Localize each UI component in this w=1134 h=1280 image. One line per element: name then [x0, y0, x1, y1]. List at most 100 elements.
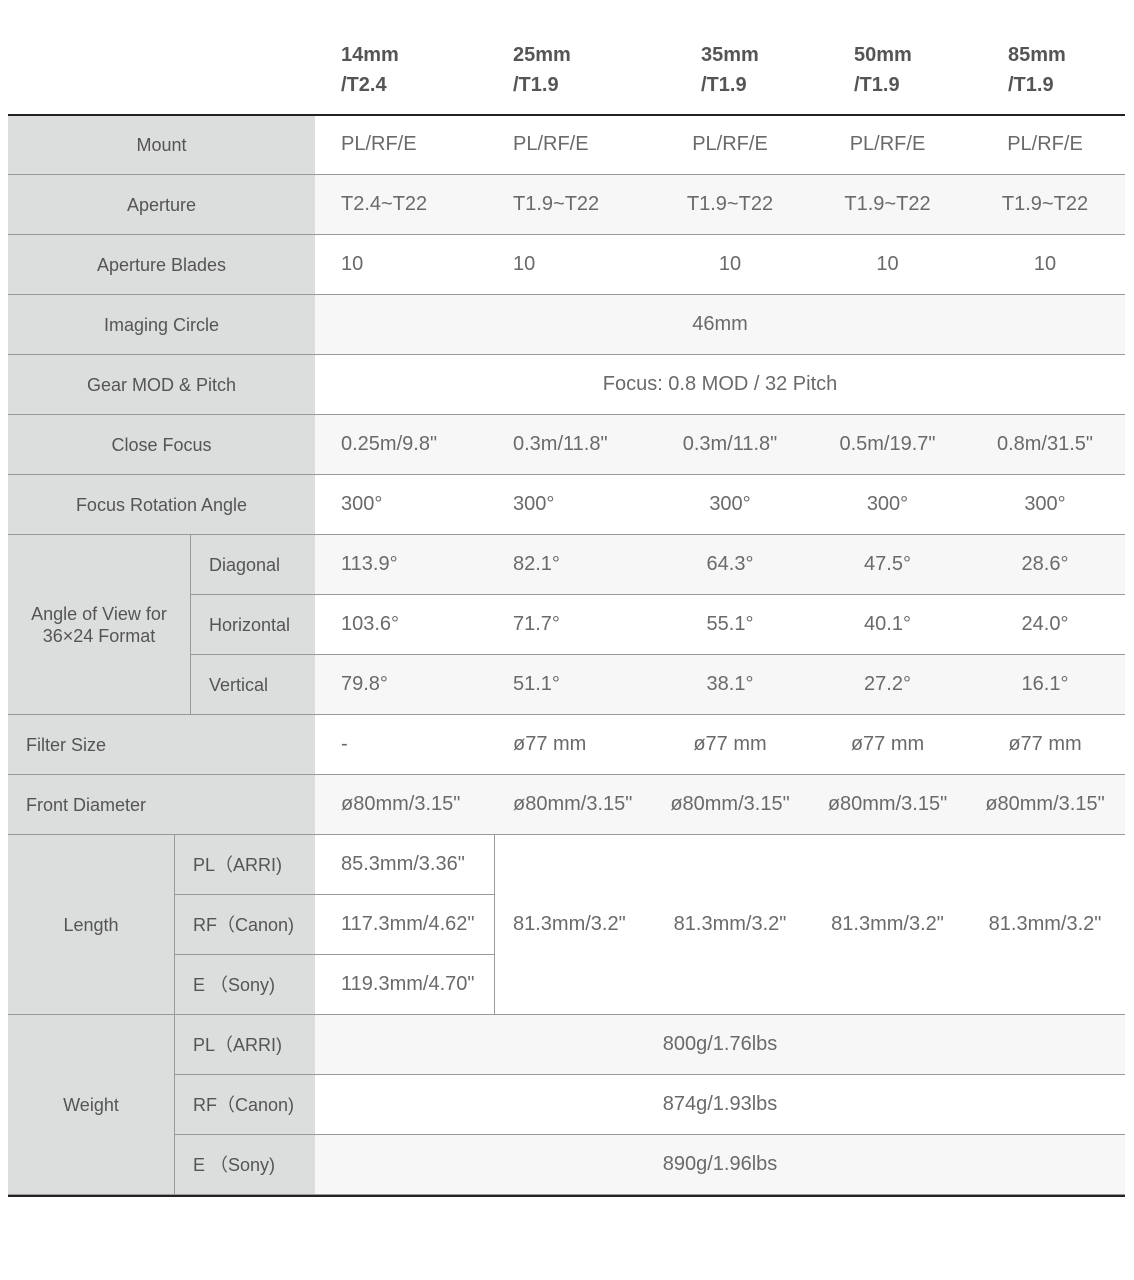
spec-value: 800g/1.76lbs — [315, 1015, 1125, 1075]
spec-value: T1.9~T22 — [650, 175, 810, 235]
row-label-weight: Weight — [8, 1015, 175, 1195]
spec-value: 300° — [810, 475, 965, 535]
column-header: 50mm/T1.9 — [854, 40, 912, 100]
spec-value: 81.3mm/3.2" — [495, 835, 650, 1015]
t-stop: /T1.9 — [701, 74, 747, 96]
sub-label: PL（ARRI) — [175, 835, 315, 895]
spec-value: 300° — [315, 475, 495, 535]
spec-value: 81.3mm/3.2" — [650, 835, 810, 1015]
spec-value: PL/RF/E — [965, 115, 1125, 175]
focal-length: 35mm — [701, 44, 759, 66]
focal-length: 50mm — [854, 44, 912, 66]
spec-value: T1.9~T22 — [810, 175, 965, 235]
spec-value: T1.9~T22 — [965, 175, 1125, 235]
spec-value: 0.8m/31.5" — [965, 415, 1125, 475]
row-label-angle-of-view: Angle of View for 36×24 Format — [8, 535, 191, 715]
spec-value: 47.5° — [810, 535, 965, 595]
spec-value: 55.1° — [650, 595, 810, 655]
focal-length: 85mm — [1008, 44, 1066, 66]
spec-value: 300° — [965, 475, 1125, 535]
t-stop: /T1.9 — [513, 74, 559, 96]
t-stop: /T1.9 — [854, 74, 900, 96]
row-label-rotation: Focus Rotation Angle — [8, 475, 315, 535]
column-header: 14mm/T2.4 — [341, 40, 399, 100]
spec-value: 0.5m/19.7" — [810, 415, 965, 475]
spec-value: 10 — [965, 235, 1125, 295]
spec-value: 16.1° — [965, 655, 1125, 715]
spec-value: T1.9~T22 — [495, 175, 650, 235]
spec-value: 79.8° — [315, 655, 495, 715]
spec-value: 24.0° — [965, 595, 1125, 655]
spec-value: 103.6° — [315, 595, 495, 655]
sub-label: E （Sony) — [175, 1135, 315, 1195]
spec-value: ø77 mm — [965, 715, 1125, 775]
row-label-close_focus: Close Focus — [8, 415, 315, 475]
row-label-aperture: Aperture — [8, 175, 315, 235]
spec-value: PL/RF/E — [495, 115, 650, 175]
spec-value: 890g/1.96lbs — [315, 1135, 1125, 1195]
spec-value: ø77 mm — [650, 715, 810, 775]
spec-value: 10 — [495, 235, 650, 295]
spec-value: 40.1° — [810, 595, 965, 655]
spec-value: 119.3mm/4.70" — [315, 955, 495, 1015]
sub-label: RF（Canon) — [175, 895, 315, 955]
spec-value: 0.3m/11.8" — [495, 415, 650, 475]
column-header: 85mm/T1.9 — [1008, 40, 1066, 100]
spec-value: - — [315, 715, 495, 775]
spec-value: 82.1° — [495, 535, 650, 595]
row-label-mount: Mount — [8, 115, 315, 175]
row-label-length: Length — [8, 835, 175, 1015]
spec-value: 38.1° — [650, 655, 810, 715]
spec-value: 874g/1.93lbs — [315, 1075, 1125, 1135]
spec-value: PL/RF/E — [810, 115, 965, 175]
spec-value: ø80mm/3.15" — [810, 775, 965, 835]
spec-value: ø77 mm — [810, 715, 965, 775]
row-label-imaging_circle: Imaging Circle — [8, 295, 315, 355]
focal-length: 25mm — [513, 44, 571, 66]
spec-value: 28.6° — [965, 535, 1125, 595]
spec-value: 0.25m/9.8" — [315, 415, 495, 475]
sub-label: Vertical — [191, 655, 315, 715]
row-label-front: Front Diameter — [8, 775, 315, 835]
sub-label: E （Sony) — [175, 955, 315, 1015]
column-header: 35mm/T1.9 — [701, 40, 759, 100]
spec-value: T2.4~T22 — [315, 175, 495, 235]
spec-value: 71.7° — [495, 595, 650, 655]
spec-value: PL/RF/E — [650, 115, 810, 175]
t-stop: /T1.9 — [1008, 74, 1054, 96]
sub-label: Horizontal — [191, 595, 315, 655]
spec-value: 64.3° — [650, 535, 810, 595]
divider — [8, 114, 1125, 116]
spec-value: 10 — [650, 235, 810, 295]
spec-value: ø80mm/3.15" — [495, 775, 650, 835]
spec-value: 113.9° — [315, 535, 495, 595]
row-label-filter: Filter Size — [8, 715, 315, 775]
spec-value: 46mm — [315, 295, 1125, 355]
spec-value: 51.1° — [495, 655, 650, 715]
spec-value: 10 — [810, 235, 965, 295]
spec-value: 0.3m/11.8" — [650, 415, 810, 475]
row-label-blades: Aperture Blades — [8, 235, 315, 295]
spec-value: ø80mm/3.15" — [650, 775, 810, 835]
row-label-gear: Gear MOD & Pitch — [8, 355, 315, 415]
spec-value: 10 — [315, 235, 495, 295]
sub-label: PL（ARRI) — [175, 1015, 315, 1075]
spec-value: 85.3mm/3.36" — [315, 835, 495, 895]
spec-value: ø80mm/3.15" — [965, 775, 1125, 835]
t-stop: /T2.4 — [341, 74, 387, 96]
divider — [8, 1195, 1125, 1197]
spec-value: Focus: 0.8 MOD / 32 Pitch — [315, 355, 1125, 415]
spec-value: 81.3mm/3.2" — [965, 835, 1125, 1015]
spec-value: 300° — [495, 475, 650, 535]
spec-value: ø77 mm — [495, 715, 650, 775]
spec-value: ø80mm/3.15" — [315, 775, 495, 835]
column-header: 25mm/T1.9 — [513, 40, 571, 100]
spec-value: 117.3mm/4.62" — [315, 895, 495, 955]
spec-value: 81.3mm/3.2" — [810, 835, 965, 1015]
spec-value: 27.2° — [810, 655, 965, 715]
spec-value: 300° — [650, 475, 810, 535]
focal-length: 14mm — [341, 44, 399, 66]
sub-label: RF（Canon) — [175, 1075, 315, 1135]
sub-label: Diagonal — [191, 535, 315, 595]
spec-value: PL/RF/E — [315, 115, 495, 175]
